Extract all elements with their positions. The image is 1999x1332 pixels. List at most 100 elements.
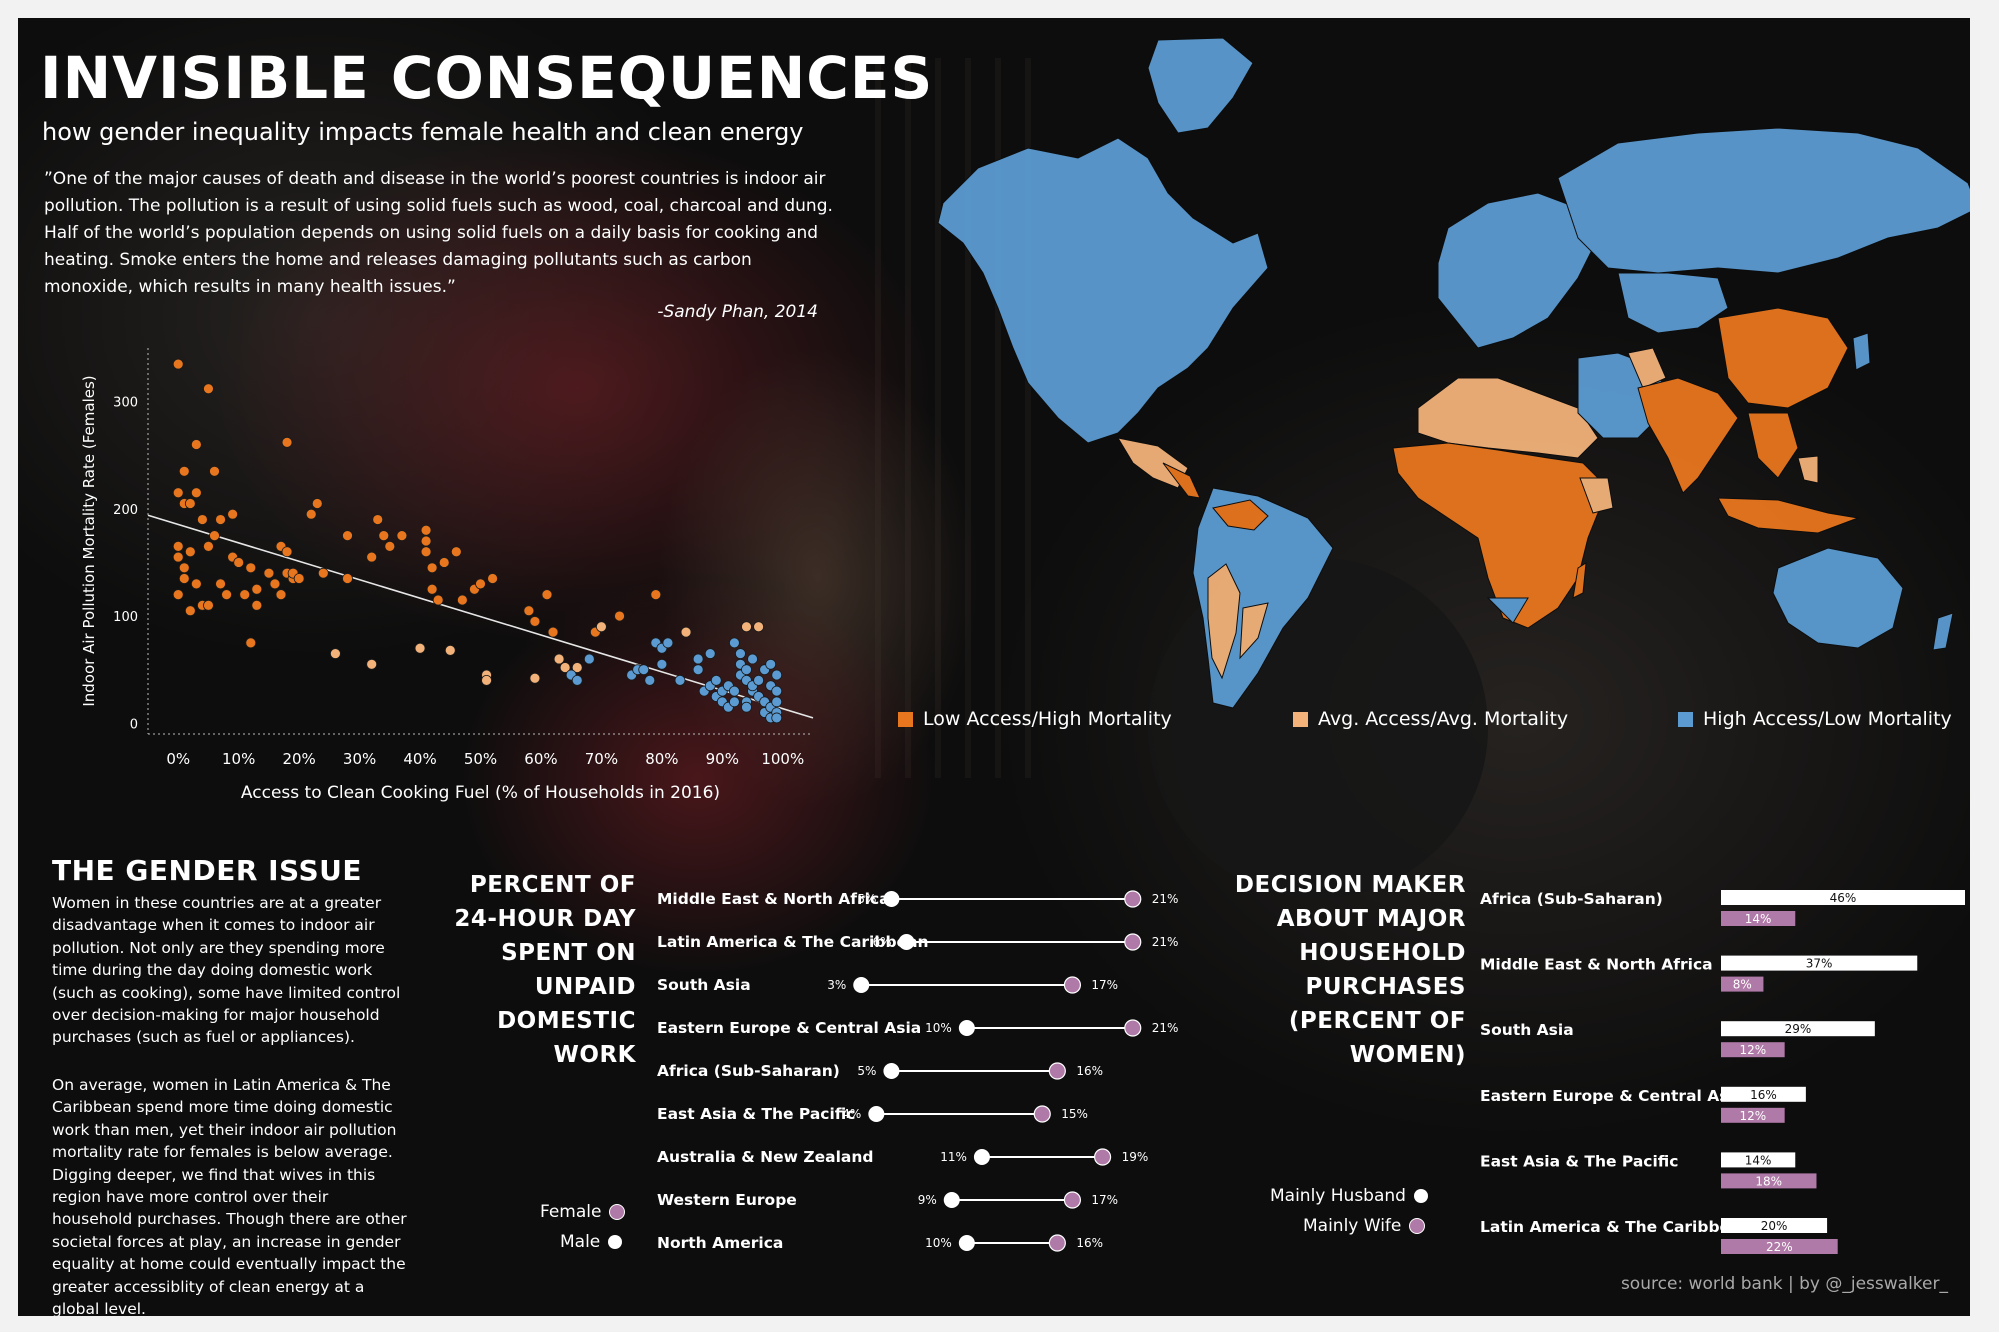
dumbbell-male-point[interactable] [898,934,915,950]
scatter-point[interactable] [190,487,202,499]
scatter-point[interactable] [426,583,438,595]
scatter-point[interactable] [765,658,777,670]
scatter-point[interactable] [305,508,317,520]
scatter-point[interactable] [638,664,650,676]
legend-female[interactable]: Female [540,1202,626,1222]
legend-male[interactable]: Male [560,1232,623,1252]
scatter-point[interactable] [475,578,486,590]
scatter-point[interactable] [456,594,468,606]
scatter-point[interactable] [420,535,432,547]
map-legend-avg[interactable]: Avg. Access/Avg. Mortality [1293,704,1568,734]
scatter-point[interactable] [553,653,565,665]
scatter-point[interactable] [342,530,353,542]
scatter-point[interactable] [372,514,384,525]
scatter-point[interactable] [414,642,426,654]
scatter-point[interactable] [541,589,553,601]
map-legend-low[interactable]: Low Access/High Mortality [898,704,1172,734]
scatter-point[interactable] [203,383,214,395]
scatter-point[interactable] [753,674,764,686]
map-legend-high[interactable]: High Access/Low Mortality [1678,704,1952,734]
scatter-point[interactable] [184,498,196,509]
scatter-point[interactable] [203,540,214,552]
scatter-point[interactable] [650,589,662,601]
dumbbell-female-point[interactable] [1124,933,1142,951]
bar-mainly-wife[interactable] [1721,1107,1785,1123]
scatter-point[interactable] [704,648,716,659]
scatter-point[interactable] [311,498,323,509]
scatter-point[interactable] [729,685,740,697]
scatter-point[interactable] [692,653,704,665]
dumbbell-female-point[interactable] [1124,890,1142,908]
scatter-point[interactable] [239,589,251,601]
dumbbell-female-point[interactable] [1063,976,1082,994]
dumbbell-male-point[interactable] [853,977,870,993]
dumbbell-male-point[interactable] [883,891,900,907]
dumbbell-male-point[interactable] [883,1063,900,1079]
dumbbell-female-point[interactable] [1033,1105,1051,1123]
scatter-point[interactable] [735,648,746,659]
scatter-point[interactable] [172,589,184,601]
scatter-point[interactable] [396,530,408,542]
scatter-point[interactable] [215,578,226,590]
scatter-point[interactable] [450,546,462,558]
dumbbell-male-point[interactable] [958,1235,975,1251]
dumbbell-female-point[interactable] [1063,1191,1082,1209]
scatter-point[interactable] [481,674,492,686]
scatter-point[interactable] [487,573,498,584]
dumbbell-male-point[interactable] [958,1020,975,1036]
scatter-point[interactable] [172,487,184,499]
scatter-point[interactable] [432,594,444,606]
scatter-point[interactable] [178,573,190,584]
scatter-point[interactable] [438,557,450,568]
scatter-point[interactable] [178,562,190,574]
bar-mainly-husband[interactable] [1721,1086,1806,1102]
scatter-point[interactable] [275,589,287,601]
scatter-point[interactable] [741,621,752,633]
scatter-point[interactable] [293,573,305,584]
scatter-point[interactable] [741,664,752,676]
scatter-point[interactable] [771,696,783,708]
bar-mainly-husband[interactable] [1721,1021,1875,1037]
scatter-point[interactable] [366,658,378,670]
scatter-point[interactable] [662,637,674,649]
scatter-point[interactable] [547,626,559,638]
scatter-point[interactable] [444,644,456,656]
scatter-point[interactable] [245,637,257,649]
scatter-point[interactable] [692,664,704,676]
scatter-point[interactable] [674,674,686,686]
scatter-point[interactable] [227,508,239,520]
scatter-point[interactable] [771,685,783,697]
scatter-point[interactable] [656,658,668,670]
scatter-point[interactable] [729,696,740,708]
scatter-point[interactable] [583,653,595,665]
scatter-point[interactable] [281,436,293,448]
scatter-point[interactable] [317,567,329,579]
bar-mainly-wife[interactable] [1721,1173,1817,1189]
scatter-point[interactable] [729,637,740,649]
scatter-point[interactable] [523,605,535,617]
scatter-point[interactable] [571,662,583,673]
scatter-point[interactable] [172,358,184,370]
scatter-point[interactable] [614,610,625,622]
bar-mainly-wife[interactable] [1721,1042,1785,1058]
scatter-point[interactable] [221,589,232,601]
bar-mainly-wife[interactable] [1721,911,1796,926]
bar-mainly-husband[interactable] [1721,1218,1828,1233]
scatter-point[interactable] [233,557,245,568]
scatter-point[interactable] [680,626,692,638]
scatter-point[interactable] [771,712,783,724]
bar-mainly-husband[interactable] [1721,1152,1796,1168]
scatter-point[interactable] [178,465,190,477]
scatter-point[interactable] [384,540,396,552]
scatter-point[interactable] [190,439,202,450]
scatter-point[interactable] [342,573,353,584]
scatter-point[interactable] [251,599,263,611]
scatter-point[interactable] [571,674,583,686]
dumbbell-male-point[interactable] [943,1192,960,1208]
legend-mainly-wife[interactable]: Mainly Wife [1303,1216,1426,1236]
bar-mainly-wife[interactable] [1721,976,1764,992]
scatter-point[interactable] [190,578,202,590]
scatter-point[interactable] [172,551,184,563]
scatter-point[interactable] [197,514,208,525]
bar-mainly-husband[interactable] [1721,955,1918,971]
